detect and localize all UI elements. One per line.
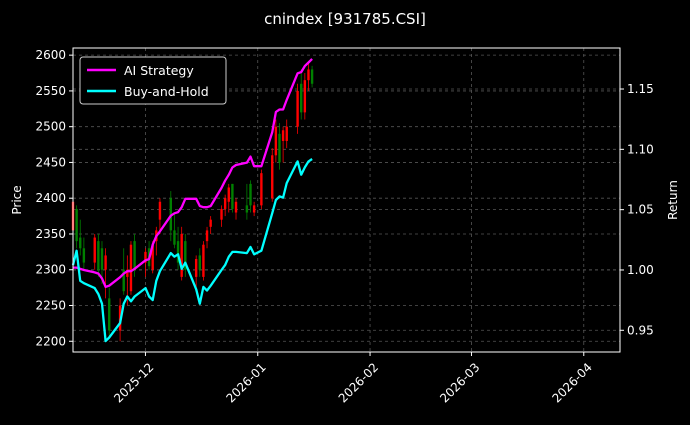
y-tick-label: 2550: [35, 84, 66, 98]
candle-body: [173, 230, 176, 245]
lines: [71, 58, 313, 343]
candle-body: [234, 201, 238, 213]
candle-body: [184, 241, 187, 270]
series-line-buy-and-hold: [71, 158, 313, 343]
y-tick-label: 2600: [35, 48, 66, 62]
y-tick-label: 2500: [35, 120, 66, 134]
candle-body: [129, 244, 133, 292]
y2-tick-label: 1.00: [627, 263, 654, 277]
candle-body: [126, 269, 129, 277]
series-line-ai-strategy: [73, 58, 313, 289]
candle-body: [249, 183, 252, 206]
candle-body: [82, 248, 86, 263]
candle-body: [223, 198, 227, 209]
y2-axis-label: Return: [666, 180, 680, 220]
x-tick-label: 2026-01: [223, 360, 268, 405]
candle-body: [202, 244, 205, 277]
candle-body: [97, 241, 100, 270]
candle-body: [100, 248, 104, 270]
candle-body: [205, 230, 209, 242]
y-tick-label: 2400: [35, 191, 66, 205]
x-tick-label: 2026-04: [549, 360, 594, 405]
candle-body: [198, 255, 201, 270]
candle-body: [300, 83, 303, 113]
candle-body: [122, 269, 125, 292]
candle-body: [220, 208, 223, 220]
candle-body: [281, 130, 285, 141]
x-tick-label: 2025-12: [111, 360, 156, 405]
candle-body: [209, 219, 212, 227]
y2-tick-label: 1.05: [627, 203, 654, 217]
candle-body: [169, 198, 173, 231]
candle-body: [310, 69, 314, 84]
candle-body: [231, 183, 234, 209]
y-tick-label: 2300: [35, 263, 66, 277]
candle-body: [108, 298, 111, 331]
y-tick-label: 2350: [35, 227, 66, 241]
y-tick-label: 2200: [35, 334, 66, 348]
x-tick-label: 2026-02: [336, 360, 381, 405]
candle-body: [194, 259, 198, 277]
candle-body: [278, 133, 281, 163]
legend-label-ai: AI Strategy: [124, 63, 194, 78]
candle-body: [79, 237, 82, 249]
candle-body: [151, 244, 154, 270]
x-axis: 2025-12 2026-01 2026-02 2026-03 2026-04: [111, 352, 595, 406]
candle-body: [158, 201, 162, 220]
grid: [73, 48, 620, 352]
legend: AI Strategy Buy-and-Hold: [79, 56, 227, 105]
candle-body: [227, 187, 230, 202]
candle-body: [274, 126, 278, 156]
candle-body: [104, 255, 107, 270]
legend-box: [79, 56, 227, 105]
y-tick-label: 2450: [35, 155, 66, 169]
legend-label-bh: Buy-and-Hold: [124, 84, 209, 99]
candle-body: [144, 251, 147, 263]
candle-body: [180, 233, 183, 277]
y-axis-right: 0.95 1.00 1.05 1.10 1.15: [620, 82, 654, 337]
x-tick-label: 2026-03: [437, 360, 482, 405]
candle-body: [285, 126, 288, 141]
y2-tick-label: 1.15: [627, 82, 654, 96]
candle-body: [260, 173, 263, 206]
candle-body: [303, 80, 307, 113]
candle-body: [296, 90, 299, 127]
plot-frame: [72, 47, 621, 353]
candle-body: [75, 208, 78, 242]
y-axis-left: 2200 2250 2300 2350 2400 2450 2500 2550 2600: [35, 48, 73, 348]
y2-tick-label: 1.10: [627, 142, 654, 156]
candle-body: [133, 241, 136, 270]
y-tick-label: 2250: [35, 299, 66, 313]
candle-body: [252, 205, 256, 213]
candle-body: [245, 205, 249, 213]
y2-tick-label: 0.95: [627, 323, 654, 337]
candle-body: [176, 241, 180, 263]
chart-title: cnindex [931785.CSI]: [264, 10, 426, 28]
candle-body: [271, 155, 274, 199]
y-axis-label: Price: [10, 185, 24, 214]
candle-body: [307, 69, 310, 81]
candle-body: [93, 237, 96, 263]
